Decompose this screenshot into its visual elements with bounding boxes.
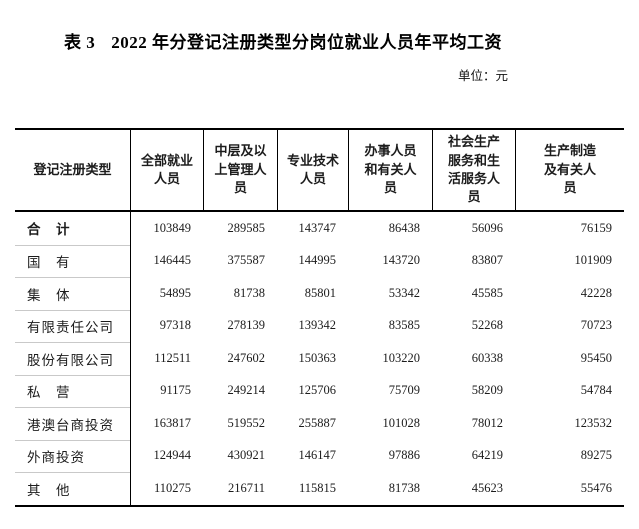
value-cell: 163817 — [130, 407, 203, 440]
table-number-label: 表 3 — [64, 33, 96, 52]
table-header: 登记注册类型 全部就业人员 中层及以上管理人员 专业技术人员 办事人员和有关人员 社会生产… — [15, 130, 624, 212]
value-cell: 56096 — [471, 220, 503, 235]
value-cell: 58209 — [471, 383, 503, 398]
value-cell: 70723 — [580, 318, 612, 333]
value-cell: 278139 — [227, 318, 266, 333]
value-cell: 54895 — [130, 277, 203, 310]
value-cell: 110275 — [130, 472, 203, 505]
value-cell: 95450 — [580, 350, 612, 365]
column-header-label: 社会生产服务和生活服务人员 — [447, 134, 500, 205]
value-cell: 146147 — [298, 448, 337, 463]
column-header-label: 办事人员和有关人员 — [364, 143, 417, 196]
value-cell: 45623 — [471, 480, 503, 495]
value-cell: 150363 — [298, 350, 337, 365]
value-cell: 101909 — [574, 253, 613, 268]
value-cell: 430921 — [227, 448, 266, 463]
value-cell: 144995 — [298, 253, 337, 268]
value-cell: 249214 — [227, 383, 266, 398]
table-row: 港澳台商投资 163817 519552 255887 101028 78012 12353… — [15, 407, 624, 440]
row-label: 股份有限公司 — [15, 342, 130, 375]
value-cell: 255887 — [298, 415, 337, 430]
column-header: 社会生产服务和生活服务人员 — [432, 130, 515, 210]
column-header: 生产制造及有关人员 — [515, 130, 624, 210]
wage-table: 登记注册类型 全部就业人员 中层及以上管理人员 专业技术人员 办事人员和有关人员 社会生产… — [15, 128, 624, 507]
unit-note: 单位：元 — [458, 69, 509, 83]
value-cell: 103849 — [130, 212, 203, 245]
column-header-label: 生产制造及有关人员 — [543, 143, 596, 196]
value-cell: 139342 — [298, 318, 337, 333]
value-cell: 75709 — [388, 383, 420, 398]
value-cell: 81738 — [388, 480, 420, 495]
row-label: 合 计 — [27, 222, 71, 238]
value-cell: 146445 — [130, 244, 203, 277]
table-title-text: 2022 年分登记注册类型分岗位就业人员年平均工资 — [111, 33, 502, 52]
page-title: 表 3 2022 年分登记注册类型分岗位就业人员年平均工资 — [64, 28, 502, 53]
column-header-label: 登记注册类型 — [33, 161, 112, 177]
row-label: 有限责任公司 — [15, 309, 130, 343]
value-cell: 112511 — [130, 342, 203, 375]
value-cell: 143720 — [382, 253, 421, 268]
value-cell: 76159 — [580, 220, 612, 235]
column-header-label: 中层及以上管理人员 — [214, 143, 267, 196]
value-cell: 125706 — [298, 383, 337, 398]
row-label: 集 体 — [15, 277, 130, 310]
column-header: 全部就业人员 — [130, 130, 203, 210]
value-cell: 289585 — [227, 220, 266, 235]
value-cell: 81738 — [233, 285, 265, 300]
value-cell: 103220 — [382, 350, 421, 365]
value-cell: 52268 — [471, 318, 503, 333]
row-label: 国 有 — [15, 244, 130, 278]
value-cell: 101028 — [382, 415, 421, 430]
value-cell: 42228 — [580, 285, 612, 300]
value-cell: 89275 — [580, 448, 612, 463]
table-row: 有限责任公司 97318 278139 139342 83585 52268 70723 — [15, 309, 624, 343]
value-cell: 78012 — [471, 415, 503, 430]
column-header: 办事人员和有关人员 — [348, 130, 432, 210]
value-cell: 519552 — [227, 415, 266, 430]
value-cell: 85801 — [304, 285, 336, 300]
value-cell: 97318 — [130, 309, 203, 342]
value-cell: 60338 — [471, 350, 503, 365]
column-header: 专业技术人员 — [277, 130, 348, 210]
row-label: 港澳台商投资 — [15, 407, 130, 440]
table-row: 集 体 54895 81738 85801 53342 45585 42228 — [15, 277, 624, 310]
row-label: 其 他 — [15, 472, 130, 505]
value-cell: 45585 — [471, 285, 503, 300]
table-row: 私 营 91175 249214 125706 75709 58209 54784 — [15, 374, 624, 408]
value-cell: 83585 — [388, 318, 420, 333]
value-cell: 375587 — [227, 253, 266, 268]
table-row: 合 计 103849 289585 143747 86438 56096 76159 — [15, 212, 624, 245]
value-cell: 83807 — [471, 253, 503, 268]
value-cell: 123532 — [574, 415, 613, 430]
value-cell: 55476 — [580, 480, 612, 495]
row-label: 私 营 — [15, 374, 130, 408]
value-cell: 54784 — [580, 383, 612, 398]
value-cell: 143747 — [298, 220, 337, 235]
value-cell: 97886 — [388, 448, 420, 463]
column-header: 中层及以上管理人员 — [203, 130, 277, 210]
value-cell: 124944 — [130, 439, 203, 472]
table-row: 股份有限公司 112511 247602 150363 103220 60338 95450 — [15, 342, 624, 375]
row-label: 外商投资 — [15, 439, 130, 473]
value-cell: 91175 — [130, 374, 203, 407]
table-row: 外商投资 124944 430921 146147 97886 64219 89275 — [15, 439, 624, 473]
value-cell: 86438 — [388, 220, 420, 235]
value-cell: 216711 — [227, 480, 265, 495]
value-cell: 53342 — [388, 285, 420, 300]
value-cell: 64219 — [471, 448, 503, 463]
value-cell: 247602 — [227, 350, 266, 365]
column-header-label: 专业技术人员 — [286, 152, 339, 186]
column-header: 登记注册类型 — [15, 130, 130, 210]
column-header-label: 全部就业人员 — [140, 152, 193, 186]
table-row: 其 他 110275 216711 115815 81738 45623 55476 — [15, 472, 624, 505]
table-row: 国 有 146445 375587 144995 143720 83807 101909 — [15, 244, 624, 278]
value-cell: 115815 — [298, 480, 336, 495]
